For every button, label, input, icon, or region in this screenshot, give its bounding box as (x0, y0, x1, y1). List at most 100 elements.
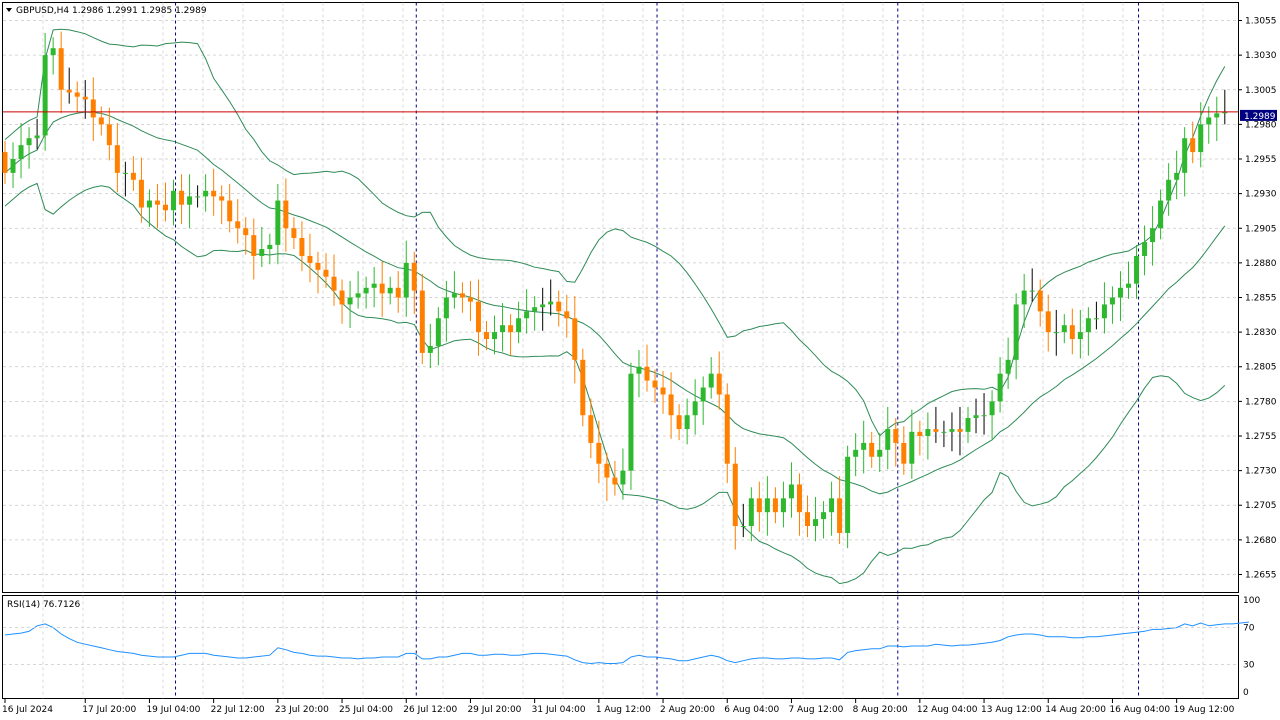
candle-body (138, 179, 144, 208)
time-tick-label: 17 Jul 20:00 (82, 705, 136, 715)
time-tick-label: 13 Aug 12:00 (981, 705, 1042, 715)
candle-body (10, 159, 16, 173)
candle-body (676, 415, 682, 430)
candle-body (1134, 255, 1140, 284)
candle-body (211, 190, 217, 197)
candle-body (275, 200, 281, 245)
candle-body (98, 117, 104, 125)
rsi-axis: 100 70 30 0 (3, 596, 1260, 698)
candle-body (467, 297, 473, 302)
candle-body (1126, 283, 1131, 288)
candle-body (1109, 297, 1115, 305)
candle-body (1222, 111, 1228, 114)
time-tick-label: 12 Aug 04:00 (917, 705, 978, 715)
candle-body (772, 498, 778, 513)
candle-body (845, 456, 851, 533)
candle-body (564, 311, 570, 319)
time-tick-label: 26 Jul 12:00 (403, 705, 457, 715)
time-tick-label: 29 Jul 20:00 (467, 705, 521, 715)
candle-body (379, 283, 385, 294)
day-separators (175, 2, 1140, 699)
candle-body (668, 394, 674, 416)
price-tick-label: 1.3005 (1245, 86, 1277, 96)
price-tick-label: 1.3055 (1245, 17, 1277, 27)
candle-body (42, 55, 48, 136)
price-tick-label: 1.2955 (1245, 155, 1277, 165)
candle-body (307, 255, 313, 263)
candle-body (1021, 290, 1027, 305)
candle-body (933, 429, 939, 432)
candle-body (684, 415, 690, 430)
price-tick-label: 1.2830 (1245, 328, 1277, 338)
candle-body (82, 96, 88, 100)
time-tick-label: 7 Aug 12:00 (788, 705, 843, 715)
candle-body (764, 498, 770, 513)
candle-body (1005, 359, 1011, 374)
candle-body (1190, 138, 1196, 153)
price-tick-label: 1.2680 (1245, 536, 1277, 546)
candle-body (628, 373, 634, 471)
candle-body (1045, 311, 1051, 333)
candle-body (130, 172, 136, 180)
candlesticks (2, 31, 1228, 550)
candle-body (1069, 325, 1075, 340)
candle-body (540, 304, 546, 308)
price-tick-label: 1.2980 (1245, 120, 1277, 130)
candle-body (74, 92, 80, 97)
candle-body (500, 325, 506, 333)
rsi-line (4, 621, 1249, 665)
candle-body (146, 200, 152, 208)
candle-body (1158, 200, 1164, 229)
candle-body (267, 244, 273, 250)
price-tick-label: 1.2880 (1245, 259, 1277, 269)
time-tick-label: 19 Aug 12:00 (1174, 705, 1235, 715)
candle-body (604, 463, 610, 478)
price-tick-label: 1.2905 (1245, 224, 1277, 234)
candle-body (1013, 304, 1019, 360)
price-tick-label: 1.2855 (1245, 294, 1277, 304)
rsi-panel[interactable] (2, 595, 1239, 699)
candle-body (283, 200, 289, 229)
candle-body (700, 387, 706, 402)
candle-body (1093, 318, 1099, 320)
candle-body (524, 311, 530, 319)
candle-body (1061, 325, 1067, 333)
candle-body (572, 318, 578, 360)
candle-body (620, 470, 626, 485)
price-tick-label: 1.2930 (1245, 190, 1277, 200)
candle-body (1117, 287, 1123, 298)
candle-body (419, 290, 425, 353)
price-axis[interactable]: 1.3055 1.3030 1.3005 1.2980 1.2955 1.2930 1.29… (1238, 17, 1277, 581)
candle-body (740, 526, 746, 528)
rsi-level-label: 0 (1243, 688, 1249, 698)
candle-body (403, 262, 409, 298)
candle-body (652, 380, 658, 388)
candle-body (732, 463, 738, 527)
candle-body (556, 301, 562, 312)
candle-body (885, 429, 891, 450)
candle-body (837, 498, 843, 533)
time-tick-label: 25 Jul 04:00 (339, 705, 393, 715)
candle-body (1142, 242, 1148, 256)
price-tick-label: 1.2805 (1245, 363, 1277, 373)
candle-body (1053, 332, 1059, 334)
time-axis[interactable]: 16 Jul 2024 17 Jul 20:00 19 Jul 04:00 22 Ju… (2, 699, 1235, 715)
candle-body (235, 221, 241, 229)
candle-body (18, 145, 24, 160)
candle-body (427, 345, 433, 353)
time-tick-label: 6 Aug 04:00 (724, 705, 779, 715)
candle-body (796, 484, 802, 513)
rsi-level-label: 70 (1243, 624, 1255, 634)
candle-body (853, 449, 859, 457)
candle-body (355, 293, 361, 298)
price-tick-label: 1.2705 (1245, 501, 1277, 511)
candle-body (1029, 290, 1035, 292)
candle-body (219, 196, 225, 201)
bollinger-middle (4, 111, 1226, 495)
candle-body (251, 235, 257, 256)
collapse-triangle-icon[interactable] (6, 8, 12, 12)
candle-body (195, 196, 201, 198)
candle-body (227, 200, 233, 222)
candle-body (363, 287, 369, 294)
